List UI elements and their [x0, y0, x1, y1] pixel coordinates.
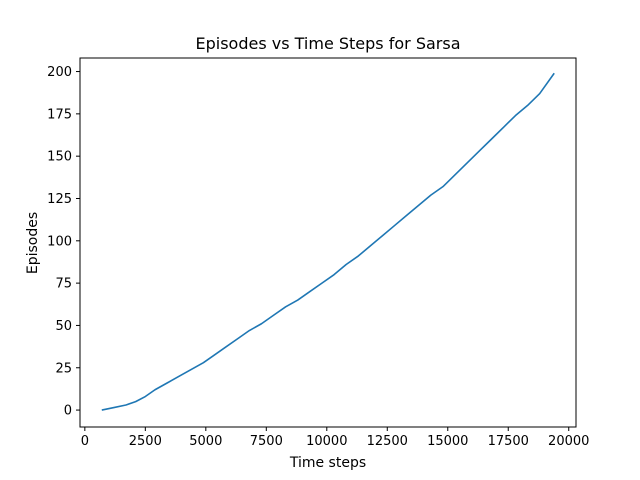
y-tick-label: 50 [55, 319, 72, 334]
x-tick-label: 20000 [548, 434, 589, 449]
y-axis: 0 25 50 75 100 125 150 175 200 [47, 65, 80, 419]
y-tick-label: 100 [47, 234, 72, 249]
y-axis-label: Episodes [25, 212, 41, 274]
x-tick-label: 7500 [250, 434, 283, 449]
x-tick-label: 12500 [367, 434, 408, 449]
chart-title: Episodes vs Time Steps for Sarsa [195, 34, 460, 53]
x-tick-label: 2500 [129, 434, 162, 449]
x-tick-label: 17500 [488, 434, 529, 449]
x-tick-label: 10000 [306, 434, 347, 449]
y-tick-label: 125 [47, 192, 72, 207]
x-tick-label: 15000 [427, 434, 468, 449]
y-tick-label: 200 [47, 65, 72, 80]
y-tick-label: 175 [47, 107, 72, 122]
x-tick-label: 0 [81, 434, 89, 449]
y-tick-label: 75 [55, 277, 72, 292]
y-tick-label: 0 [64, 404, 72, 419]
series-line [101, 72, 555, 411]
y-tick-label: 150 [47, 150, 72, 165]
x-axis-label: Time steps [289, 455, 366, 471]
x-tick-label: 5000 [189, 434, 222, 449]
y-tick-label: 25 [55, 361, 72, 376]
x-axis: 0 2500 5000 7500 10000 12500 15000 17500 20000 [81, 427, 589, 449]
plot-frame [79, 57, 577, 428]
